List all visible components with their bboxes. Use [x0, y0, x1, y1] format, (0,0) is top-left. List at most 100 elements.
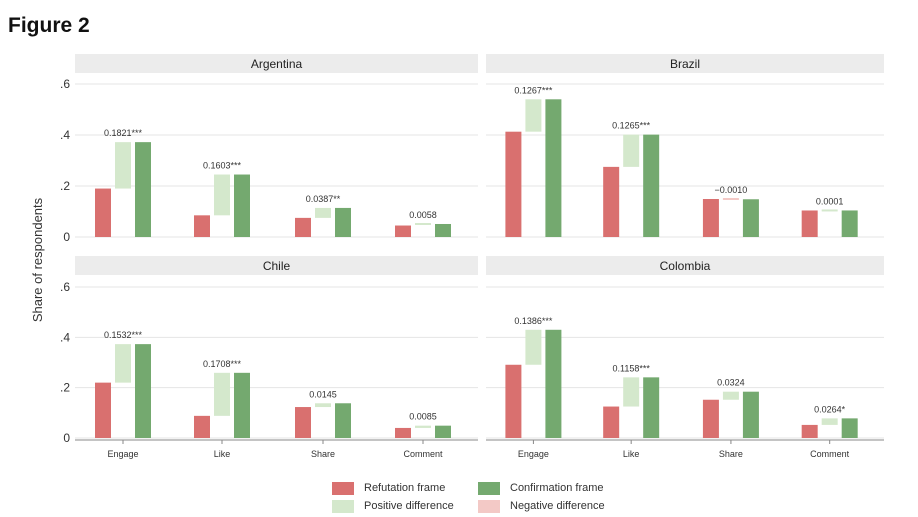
bar-difference-argentina-like [214, 174, 230, 216]
bar-difference-argentina-share [315, 207, 331, 218]
panel-header-argentina [75, 54, 478, 73]
difference-label-colombia-engage: 0.1386*** [514, 316, 553, 326]
bar-difference-chile-share [315, 403, 331, 408]
legend-item-positive-difference: Positive difference [332, 499, 454, 513]
legend-label-confirmation: Confirmation frame [510, 482, 604, 494]
legend-item-confirmation: Confirmation frame [478, 481, 604, 495]
difference-label-colombia-like: 0.1158*** [612, 363, 650, 373]
bar-difference-chile-comment [415, 425, 431, 428]
y-axis-title: Share of respondents [30, 197, 45, 322]
difference-label-colombia-share: 0.0324 [717, 378, 745, 388]
bar-refutation-chile-like [194, 415, 210, 438]
bar-refutation-colombia-like [603, 406, 620, 438]
bar-confirmation-colombia-share [742, 391, 759, 438]
x-tick-label-colombia-like: Like [623, 449, 640, 459]
difference-label-brazil-comment: 0.0001 [816, 196, 844, 206]
difference-label-argentina-engage: 0.1821*** [104, 128, 143, 138]
y-tick-label-argentina-3: .6 [60, 77, 70, 91]
bar-difference-brazil-comment [821, 209, 838, 212]
difference-label-brazil-like: 0.1265*** [612, 121, 651, 131]
x-tick-label-colombia-share: Share [719, 449, 743, 459]
bar-confirmation-colombia-like [643, 377, 660, 438]
figure-title: Figure 2 [8, 14, 90, 37]
y-tick-label-chile-3: .6 [60, 280, 70, 294]
y-tick-label-argentina-2: .4 [60, 128, 70, 142]
panel-header-brazil [486, 54, 884, 73]
legend-swatch-negative-difference [478, 499, 500, 513]
bar-refutation-brazil-comment [801, 210, 818, 237]
bar-confirmation-brazil-like [643, 134, 660, 237]
bar-difference-colombia-engage [525, 329, 542, 365]
bar-refutation-chile-share [295, 407, 311, 438]
bar-confirmation-chile-engage [135, 344, 151, 438]
x-tick-label-chile-like: Like [214, 449, 231, 459]
bar-confirmation-brazil-comment [841, 210, 858, 237]
difference-label-argentina-like: 0.1603*** [203, 161, 242, 171]
bar-confirmation-argentina-comment [435, 223, 451, 237]
bar-confirmation-brazil-engage [545, 99, 562, 237]
y-tick-label-argentina-1: .2 [60, 179, 70, 193]
bar-confirmation-chile-comment [435, 425, 451, 438]
bar-difference-chile-engage [115, 344, 131, 383]
bar-confirmation-argentina-like [234, 174, 250, 237]
bar-refutation-colombia-share [702, 399, 719, 438]
bar-difference-brazil-share [722, 198, 739, 201]
difference-label-brazil-share: −0.0010 [715, 185, 748, 195]
bar-refutation-brazil-share [702, 199, 719, 237]
difference-label-chile-like: 0.1708*** [203, 359, 242, 369]
legend-swatch-refutation [332, 481, 354, 495]
legend-item-refutation: Refutation frame [332, 481, 445, 495]
difference-label-colombia-comment: 0.0264* [814, 404, 846, 414]
legend-swatch-confirmation [478, 481, 500, 495]
difference-label-argentina-comment: 0.0058 [409, 210, 437, 220]
bar-confirmation-brazil-share [742, 199, 759, 237]
bar-confirmation-chile-like [234, 372, 250, 438]
bar-confirmation-chile-share [335, 403, 351, 438]
bar-difference-chile-like [214, 372, 230, 416]
difference-label-chile-share: 0.0145 [309, 389, 337, 399]
difference-label-chile-comment: 0.0085 [409, 412, 437, 422]
bar-confirmation-colombia-comment [841, 418, 858, 438]
legend-label-positive-difference: Positive difference [364, 500, 454, 512]
x-tick-label-colombia-engage: Engage [518, 449, 549, 459]
panel-title-argentina: Argentina [251, 57, 303, 71]
difference-label-argentina-share: 0.0387** [306, 194, 341, 204]
bar-difference-colombia-share [722, 391, 739, 400]
difference-label-brazil-engage: 0.1267*** [514, 85, 553, 95]
x-tick-label-chile-share: Share [311, 449, 335, 459]
bar-difference-argentina-engage [115, 142, 131, 189]
x-tick-label-chile-engage: Engage [107, 449, 138, 459]
bar-difference-colombia-comment [821, 418, 838, 425]
panel-title-brazil: Brazil [670, 57, 700, 71]
bar-difference-colombia-like [623, 377, 640, 407]
bar-refutation-argentina-comment [395, 225, 411, 237]
y-tick-label-chile-1: .2 [60, 381, 70, 395]
bar-refutation-chile-engage [95, 382, 111, 438]
legend-label-refutation: Refutation frame [364, 482, 446, 494]
bar-refutation-argentina-engage [95, 188, 111, 237]
chart-legend: Refutation frame Confirmation frame Posi… [332, 479, 622, 515]
bar-refutation-colombia-comment [801, 424, 818, 438]
bar-refutation-brazil-like [603, 166, 620, 237]
bar-difference-brazil-like [623, 134, 640, 167]
legend-label-negative-difference: Negative difference [510, 500, 605, 512]
y-tick-label-argentina-0: 0 [63, 230, 70, 244]
panel-title-chile: Chile [263, 259, 291, 273]
bar-refutation-brazil-engage [505, 131, 522, 237]
x-tick-label-colombia-comment: Comment [810, 449, 850, 459]
panel-header-colombia [486, 256, 884, 275]
panel-title-colombia: Colombia [660, 259, 711, 273]
x-tick-label-chile-comment: Comment [403, 449, 443, 459]
panel-header-chile [75, 256, 478, 275]
legend-item-negative-difference: Negative difference [478, 499, 605, 513]
bar-confirmation-argentina-engage [135, 142, 151, 237]
bar-refutation-argentina-share [295, 217, 311, 237]
difference-label-chile-engage: 0.1532*** [104, 330, 143, 340]
bar-refutation-argentina-like [194, 215, 210, 237]
bar-refutation-chile-comment [395, 427, 411, 438]
y-tick-label-chile-2: .4 [60, 330, 70, 344]
bar-confirmation-argentina-share [335, 207, 351, 237]
bar-difference-argentina-comment [415, 222, 431, 225]
bar-confirmation-colombia-engage [545, 329, 562, 438]
